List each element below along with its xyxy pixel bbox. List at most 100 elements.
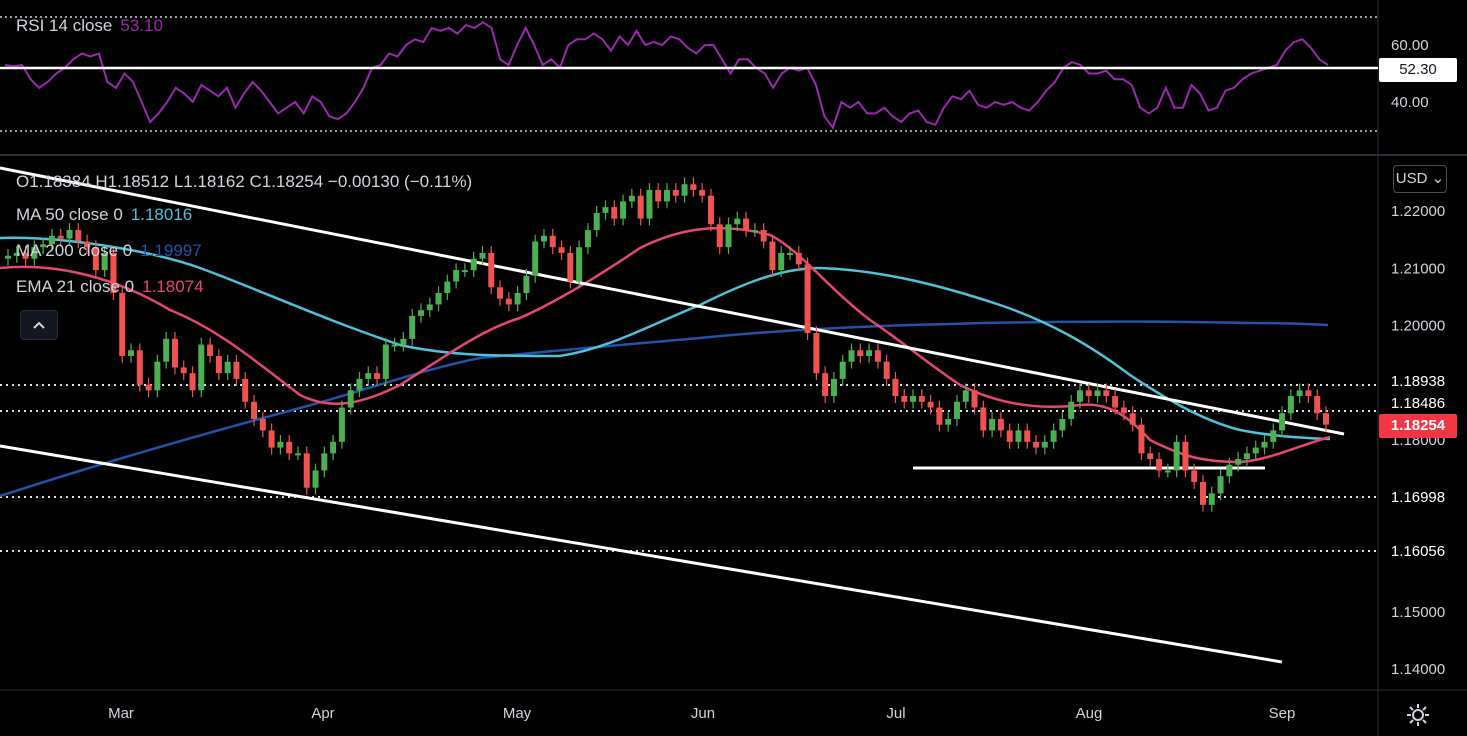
- candle: [804, 257, 811, 340]
- candle: [119, 286, 126, 363]
- candle: [523, 268, 530, 300]
- ma50-legend: MA 50 close 0 1.18016: [16, 205, 200, 225]
- candle: [620, 194, 627, 226]
- candle: [743, 211, 750, 237]
- price-tag-level-4: 1.16056: [1379, 540, 1457, 564]
- candle: [989, 412, 996, 438]
- candle: [664, 183, 670, 209]
- price-tag-level-1: 1.18938: [1379, 370, 1457, 394]
- candle: [224, 354, 231, 381]
- candle: [171, 331, 178, 375]
- gear-icon[interactable]: [1405, 702, 1431, 728]
- ma50-line: [0, 236, 1331, 441]
- last-price-tag: 1.18254: [1379, 414, 1457, 438]
- candle: [1068, 394, 1075, 426]
- chevron-down-icon: ⌄: [1431, 170, 1445, 187]
- candle: [1059, 412, 1066, 438]
- chevron-up-icon: [33, 321, 45, 329]
- candle: [92, 240, 99, 277]
- candle: [910, 389, 917, 409]
- candle: [822, 366, 829, 403]
- candle: [883, 354, 890, 386]
- candle: [1112, 389, 1119, 415]
- price-tag-level-2: 1.18486: [1379, 392, 1457, 416]
- time-tick-label: Jun: [691, 705, 715, 722]
- time-axis-labels: Mar Apr May Jun Jul Aug Sep: [108, 705, 1295, 722]
- candle: [813, 326, 820, 381]
- candle: [918, 389, 925, 409]
- ema21-label: EMA 21 close 0: [16, 277, 135, 296]
- descending-trendline-lower[interactable]: [0, 444, 1283, 664]
- candle: [1270, 423, 1277, 449]
- candle: [1173, 434, 1180, 478]
- candle: [470, 251, 477, 277]
- candle: [558, 240, 565, 260]
- price-axis-labels: 1.220001.210001.200001.180001.150001.140…: [1391, 203, 1445, 678]
- candle: [1191, 463, 1198, 489]
- candle: [1279, 406, 1286, 438]
- candle: [294, 446, 301, 461]
- candle: [1050, 423, 1057, 449]
- candle: [514, 286, 521, 312]
- candle: [980, 400, 987, 438]
- price-tick-label: 1.14000: [1391, 661, 1445, 678]
- candle: [1252, 440, 1259, 461]
- candle: [128, 343, 135, 363]
- candle: [787, 246, 794, 260]
- time-tick-label: Jul: [886, 705, 905, 722]
- candle: [382, 337, 389, 386]
- candle: [637, 188, 644, 226]
- rsi-tick-label: 60.00: [1391, 37, 1429, 54]
- candle: [426, 297, 433, 318]
- candle: [321, 446, 328, 478]
- candle: [734, 211, 741, 232]
- candle: [374, 366, 381, 386]
- candle: [215, 349, 222, 381]
- candle: [795, 246, 802, 272]
- candle: [1261, 434, 1268, 455]
- candle: [251, 394, 258, 426]
- candle: [101, 246, 108, 277]
- descending-trendline-upper[interactable]: [0, 166, 1345, 436]
- candle: [716, 217, 723, 255]
- ma200-value: 1.19997: [140, 241, 202, 260]
- candle: [330, 434, 337, 461]
- candle: [312, 463, 319, 495]
- candle: [1164, 463, 1171, 478]
- rsi-line: [4, 20, 1329, 130]
- candle: [303, 446, 310, 495]
- candle: [962, 383, 969, 409]
- candle: [1314, 389, 1321, 421]
- candle: [725, 217, 732, 255]
- candle: [1235, 452, 1242, 472]
- candle: [461, 263, 468, 277]
- candle: [1103, 383, 1110, 403]
- ma50-value: 1.18016: [130, 205, 193, 224]
- candle: [48, 228, 55, 252]
- candle: [1138, 417, 1145, 461]
- candle: [444, 274, 451, 300]
- candle: [75, 223, 82, 249]
- candle: [1287, 389, 1294, 421]
- candle: [1243, 446, 1250, 466]
- currency-dropdown[interactable]: USD ⌄: [1393, 165, 1447, 193]
- candle: [830, 372, 837, 403]
- candle: [672, 183, 679, 203]
- time-tick-label: Sep: [1269, 705, 1296, 722]
- candle: [1296, 383, 1303, 403]
- candle: [901, 389, 908, 409]
- candle: [1199, 475, 1206, 512]
- candle: [505, 291, 512, 312]
- candle: [154, 354, 161, 398]
- candle: [769, 234, 776, 277]
- candle: [110, 246, 117, 300]
- candle: [549, 228, 556, 255]
- candle: [409, 309, 416, 346]
- candle: [1041, 434, 1048, 455]
- candle: [57, 228, 64, 246]
- candle: [584, 223, 591, 255]
- candle: [611, 200, 618, 226]
- collapse-legend-button[interactable]: [20, 310, 58, 340]
- candle: [874, 343, 881, 369]
